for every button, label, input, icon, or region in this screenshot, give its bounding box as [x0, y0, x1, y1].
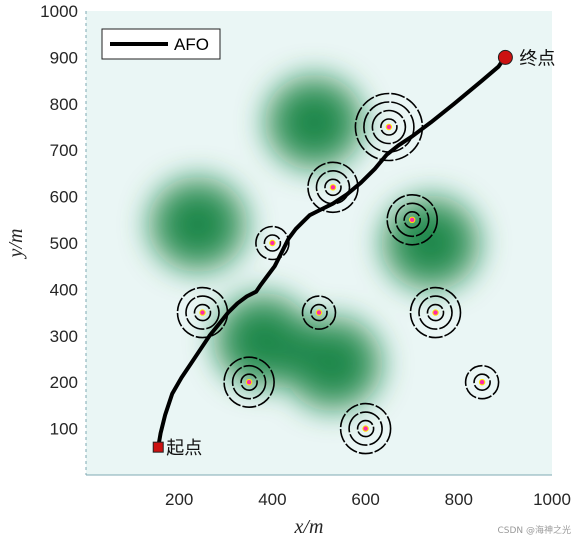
- threat-dot: [386, 124, 392, 130]
- start-marker: [152, 441, 164, 453]
- x-tick-label: 800: [445, 490, 473, 509]
- threat-dot: [270, 240, 275, 246]
- threat-ring: [348, 411, 383, 446]
- threat-ring: [464, 364, 500, 400]
- terrain-core-4: [235, 314, 292, 367]
- threat-dot: [200, 310, 205, 315]
- x-tick-label: 600: [351, 490, 379, 509]
- y-tick-label: 200: [50, 373, 78, 392]
- end-label: 终点: [519, 48, 555, 69]
- threat-ring: [380, 118, 398, 136]
- threat-ring: [386, 194, 439, 246]
- plot-area: 起点 终点: [86, 11, 555, 475]
- y-axis-label: y/m: [5, 229, 27, 260]
- terrain-core-1: [169, 198, 226, 251]
- legend: AFO: [101, 28, 221, 60]
- terrain: [147, 74, 481, 412]
- threat-ring: [403, 211, 422, 229]
- threat-dot: [410, 217, 415, 222]
- threats: [176, 92, 500, 455]
- threat-5: [301, 295, 337, 330]
- y-tick-label: 500: [50, 234, 78, 253]
- threat-ring: [409, 286, 462, 339]
- threat-ring: [324, 178, 342, 197]
- threat-dot: [246, 380, 252, 385]
- threat-8: [339, 402, 392, 455]
- threat-ring: [473, 373, 491, 392]
- terrain-core-3: [304, 337, 361, 390]
- watermark: CSDN @海神之光: [497, 526, 571, 536]
- threat-6: [409, 286, 462, 339]
- axes: 200 400 600 800 1000 100 200 300 400 500 600 700 800…: [5, 2, 571, 538]
- y-tick-label: 600: [50, 188, 78, 207]
- x-axis-label: x/m: [294, 516, 324, 538]
- terrain-core-0: [286, 96, 343, 149]
- threat-ring: [339, 402, 392, 455]
- threat-0: [255, 225, 290, 261]
- threat-ring: [193, 303, 212, 322]
- threat-ring: [426, 303, 445, 322]
- threat-7: [223, 356, 275, 409]
- x-tick-label: 1000: [533, 490, 571, 509]
- threat-ring: [371, 109, 407, 145]
- threat-ring: [356, 419, 375, 438]
- end-marker: [497, 49, 513, 65]
- y-tick-label: 100: [50, 420, 78, 439]
- y-tick-label: 400: [50, 280, 78, 299]
- threat-dot: [316, 310, 322, 315]
- start-label: 起点: [166, 438, 202, 459]
- threat-ring: [185, 295, 220, 330]
- x-tick-label: 200: [165, 490, 193, 509]
- legend-label-afo: AFO: [174, 35, 209, 54]
- threat-dot: [330, 185, 336, 190]
- threat-dot: [433, 310, 438, 315]
- y-tick-label: 900: [50, 48, 78, 67]
- y-tick-label: 700: [50, 141, 78, 160]
- threat-3: [386, 194, 439, 246]
- threat-dot: [479, 380, 485, 385]
- y-tick-label: 800: [50, 95, 78, 114]
- threat-ring: [394, 202, 430, 238]
- threat-dot: [363, 426, 368, 431]
- terrain-core-2: [402, 217, 459, 269]
- threat-ring: [240, 373, 258, 392]
- threat-ring: [301, 295, 337, 330]
- path-afo: [156, 55, 508, 450]
- threat-ring: [223, 356, 275, 409]
- threat-9: [464, 364, 500, 400]
- threat-ring: [263, 234, 282, 252]
- threat-ring: [418, 295, 453, 330]
- threat-ring: [231, 364, 267, 400]
- y-tick-label: 1000: [40, 2, 78, 21]
- threat-ring: [255, 225, 290, 261]
- threat-ring: [310, 303, 328, 322]
- y-tick-label: 300: [50, 327, 78, 346]
- x-tick-label: 400: [258, 490, 286, 509]
